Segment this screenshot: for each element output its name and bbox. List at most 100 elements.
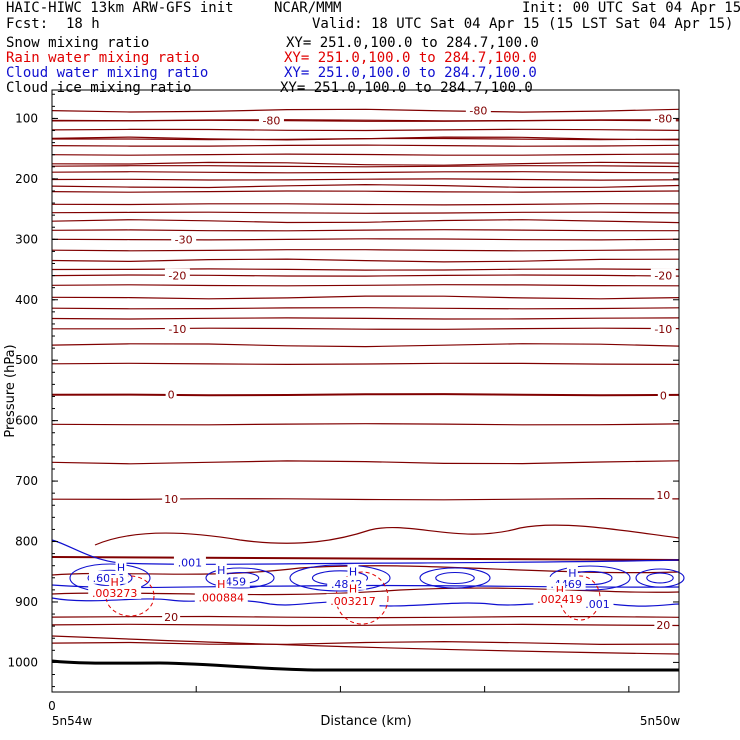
temperature-label: -30: [175, 233, 193, 246]
forecast-label: Fcst:: [6, 16, 49, 32]
rain-label: H: [556, 584, 564, 597]
cloud-water-label: .459: [222, 575, 247, 588]
temperature-contour: [51, 108, 680, 113]
y-tick-label: 200: [15, 172, 38, 186]
temperature-contour: [51, 119, 680, 122]
contour-labels: -80-80 -80-30-20 -20-10 -100 010 102020.001.0…: [88, 103, 676, 632]
temperature-contour: [51, 211, 680, 214]
rain-label: .003273: [92, 587, 138, 600]
temperature-contour: [51, 623, 680, 627]
temperature-label: 0: [168, 389, 175, 402]
model-title: HAIC-HIWC 13km ARW-GFS init: [6, 0, 234, 16]
y-tick-label: 700: [15, 474, 38, 488]
temperature-contour: [51, 393, 680, 397]
temperature-label-bg: [654, 487, 673, 501]
temperature-label: 20: [164, 611, 178, 624]
temperature-label: -10: [654, 323, 672, 336]
temperature-contour: [51, 229, 679, 232]
temperature-contour: [51, 423, 680, 426]
rain-label-bg: [326, 593, 380, 607]
field-xy-cloud-ice: XY= 251.0,100.0 to 284.7,100.0: [280, 80, 533, 96]
temperature-contour: [51, 165, 680, 168]
temperature-contour: [51, 249, 680, 252]
temperature-contour: [51, 268, 680, 271]
temperature-contour: [51, 497, 680, 501]
cloud-water-cell: [635, 568, 685, 588]
rain-label: .003217: [330, 595, 376, 608]
x-left-location: 5n54w: [52, 714, 93, 728]
zero-degree-contour: [51, 556, 680, 561]
temperature-contour: [51, 615, 680, 619]
temperature-label: -20: [654, 270, 672, 283]
field-xy-snow: XY= 251.0,100.0 to 284.7,100.0: [286, 35, 539, 51]
cloud-water-label-bg: [115, 560, 127, 574]
rain-label-bg: [88, 585, 142, 599]
x-axis-label: Distance (km): [320, 714, 411, 729]
temperature-label-bg: [650, 321, 676, 335]
temperature-label: -20: [168, 270, 186, 283]
temperature-contour: [52, 327, 680, 330]
x-right-location: 5n50w: [640, 714, 681, 728]
axes: 1002003004005006007008009001000Pressure …: [3, 93, 681, 729]
y-tick-label: 300: [15, 232, 38, 246]
temperature-contour: [51, 161, 680, 166]
rain-label: .000884: [199, 592, 245, 605]
field-name-snow: Snow mixing ratio: [6, 35, 150, 51]
temperature-label: 10: [164, 493, 178, 506]
temperature-contour: [51, 171, 680, 174]
temperature-contour: [51, 219, 680, 224]
y-tick-label: 800: [15, 535, 38, 549]
rain-label-bg: [194, 590, 248, 604]
rain-label: H: [111, 576, 119, 589]
temperature-contour: [51, 284, 680, 287]
cloud-water-contour: [51, 539, 680, 565]
temperature-label-bg: [162, 492, 181, 506]
temperature-contour: [51, 295, 680, 300]
plot-frame: [51, 89, 680, 693]
cloud-water-label: H: [568, 567, 576, 580]
temperature-contour: [52, 137, 680, 141]
temperature-contour: [51, 190, 680, 193]
cloud-water-cell: [646, 572, 674, 584]
low-level-contour: [51, 635, 680, 655]
temperature-label: -80: [469, 105, 487, 118]
temperature-label-bg: [162, 610, 181, 624]
rain-contour: [105, 575, 155, 617]
temperature-label-bg: [164, 268, 190, 282]
low-level-contour: [51, 587, 680, 596]
temperature-contour: [51, 317, 680, 320]
field-xy-cloud-water: XY= 251.0,100.0 to 284.7,100.0: [284, 65, 537, 81]
temperature-contour: [51, 274, 680, 277]
init-time: Init: 00 UTC Sat 04 Apr 15: [522, 0, 740, 16]
temperature-contour: [51, 343, 680, 348]
temperature-label: -10: [168, 323, 186, 336]
temperature-contours: [51, 108, 680, 655]
cloud-water-label: .001: [585, 598, 610, 611]
cloud-water-cell: [289, 564, 391, 592]
rain-label: H: [217, 578, 225, 591]
rain-label-bg: [347, 581, 359, 595]
temperature-contour: [51, 128, 680, 132]
y-tick-label: 100: [15, 111, 38, 125]
cloud-water-label-bg: [215, 562, 227, 576]
temperature-label-bg: [650, 111, 676, 125]
temperature-label-bg: [164, 321, 190, 335]
temperature-contour: [51, 203, 680, 206]
temperature-label: 0: [660, 389, 667, 402]
cloud-water-cell: [435, 571, 475, 585]
y-tick-label: 500: [15, 353, 38, 367]
valid-time: Valid: 18 UTC Sat 04 Apr 15 (15 LST Sat …: [312, 16, 734, 32]
low-level-contour: [94, 524, 680, 546]
terrain-line: [51, 659, 679, 672]
temperature-label: -80: [654, 112, 672, 125]
field-name-rain: Rain water mixing ratio: [6, 50, 200, 66]
temperature-label-bg: [165, 387, 177, 401]
y-tick-label: 1000: [7, 655, 38, 669]
rain-contour: [335, 571, 389, 625]
temperature-label: 10: [656, 489, 670, 502]
temperature-label-bg: [657, 388, 669, 402]
cloud-water-label-bg: [581, 596, 614, 610]
y-axis-label: Pressure (hPa): [3, 344, 18, 437]
temperature-contour: [51, 238, 680, 241]
